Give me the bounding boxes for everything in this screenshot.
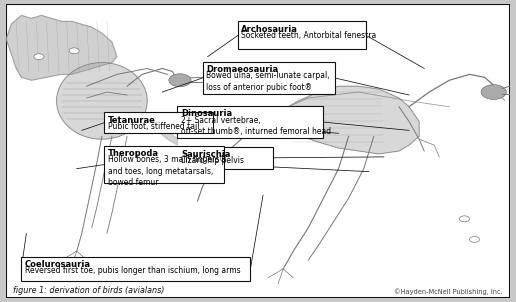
Polygon shape: [147, 116, 178, 145]
Text: Coelurosauria: Coelurosauria: [25, 260, 91, 269]
Text: Bowed ulna, semi-lunate carpal,
loss of anterior pubic foot®: Bowed ulna, semi-lunate carpal, loss of …: [206, 71, 330, 92]
Circle shape: [470, 236, 479, 243]
Text: Socketed teeth, Antorbital fenestra: Socketed teeth, Antorbital fenestra: [241, 31, 377, 40]
Text: Saurischia: Saurischia: [181, 150, 230, 159]
Text: Tetanurae: Tetanurae: [108, 116, 156, 125]
Circle shape: [34, 54, 44, 59]
FancyBboxPatch shape: [178, 106, 324, 138]
FancyBboxPatch shape: [238, 21, 366, 49]
Polygon shape: [6, 15, 117, 80]
Circle shape: [169, 74, 191, 87]
FancyBboxPatch shape: [104, 112, 213, 133]
Polygon shape: [57, 63, 147, 139]
Text: Reversed first toe, pubis longer than ischium, long arms: Reversed first toe, pubis longer than is…: [25, 266, 240, 275]
FancyBboxPatch shape: [21, 256, 250, 281]
Polygon shape: [268, 86, 419, 154]
FancyBboxPatch shape: [104, 146, 224, 183]
Text: 2+ Sacral vertebrae,
off-set thumb®, inturned femoral head: 2+ Sacral vertebrae, off-set thumb®, int…: [181, 116, 331, 136]
Text: ©Hayden-McNeil Publishing, Inc.: ©Hayden-McNeil Publishing, Inc.: [394, 288, 502, 294]
Circle shape: [69, 48, 79, 54]
Text: Theropoda: Theropoda: [108, 149, 159, 158]
FancyBboxPatch shape: [203, 62, 334, 94]
Text: Pubic foot, stiffened tail: Pubic foot, stiffened tail: [108, 122, 199, 131]
Text: Dinosauria: Dinosauria: [181, 109, 232, 118]
Text: Archosauria: Archosauria: [241, 25, 298, 34]
Text: Lizard-hip pelvis: Lizard-hip pelvis: [181, 156, 244, 165]
Text: figure 1: derivation of birds (avialans): figure 1: derivation of birds (avialans): [13, 286, 164, 294]
FancyBboxPatch shape: [178, 146, 273, 169]
Circle shape: [481, 85, 506, 99]
Text: Hollow bones, 3 main fingers®
and toes, long metatarsals,
bowed femur: Hollow bones, 3 main fingers® and toes, …: [108, 156, 227, 187]
Text: Dromaeosauria: Dromaeosauria: [206, 65, 278, 74]
Circle shape: [459, 216, 470, 222]
